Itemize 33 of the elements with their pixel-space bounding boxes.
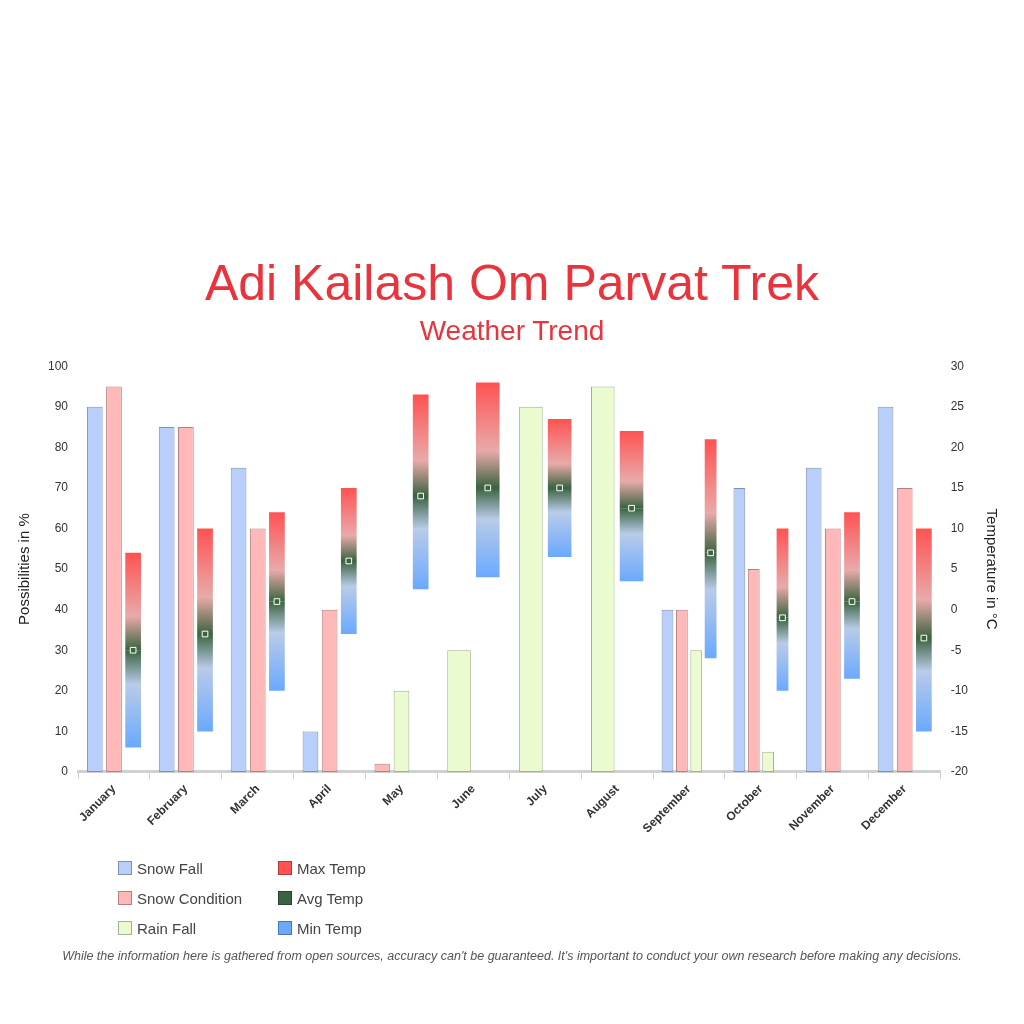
y2-tick-label: -15 — [950, 723, 969, 738]
y-axis-title: Possibilities in % — [15, 513, 33, 625]
y-tick-label: 0 — [61, 764, 69, 779]
y2-tick-label: 25 — [950, 399, 965, 414]
y2-tick-label: 30 — [950, 358, 965, 373]
y-tick-label: 40 — [54, 601, 69, 616]
legend-label: Min Temp — [297, 919, 362, 937]
legend-label: Rain Fall — [137, 919, 197, 937]
chart-subtitle: Weather Trend — [418, 314, 606, 348]
y-tick-label: 70 — [54, 480, 69, 495]
y2-tick-label: 0 — [950, 601, 958, 616]
y2-tick-label: -5 — [950, 642, 962, 657]
y2-tick-label: -20 — [950, 764, 969, 779]
text: While the information here is gathered from open sources, accuracy can't be guaranteed. It's important to conduct your own research before making any decisions. — [61, 949, 963, 963]
legend-label: Avg Temp — [297, 889, 364, 907]
y-tick-label: 50 — [54, 561, 69, 576]
y2-tick-label: 5 — [950, 561, 958, 576]
legend-label: Snow Condition — [137, 889, 243, 907]
y-tick-label: 90 — [54, 399, 69, 414]
y-tick-label: 60 — [54, 520, 69, 535]
y-tick-label: 80 — [54, 439, 69, 454]
y-tick-label: 20 — [54, 683, 69, 698]
y-tick-label: 100 — [47, 358, 69, 373]
y2-axis-title: Temperature in °C — [983, 508, 1001, 630]
y-tick-label: 10 — [54, 723, 69, 738]
legend-label: Max Temp — [297, 859, 366, 877]
y2-tick-label: 10 — [950, 520, 965, 535]
chart-title: Adi Kailash Om Parvat Trek — [203, 254, 821, 313]
y-tick-label: 30 — [54, 642, 69, 657]
y2-tick-label: 15 — [950, 480, 965, 495]
y2-tick-label: -10 — [950, 683, 969, 698]
y2-tick-label: 20 — [950, 439, 965, 454]
legend-label: Snow Fall — [137, 859, 203, 877]
